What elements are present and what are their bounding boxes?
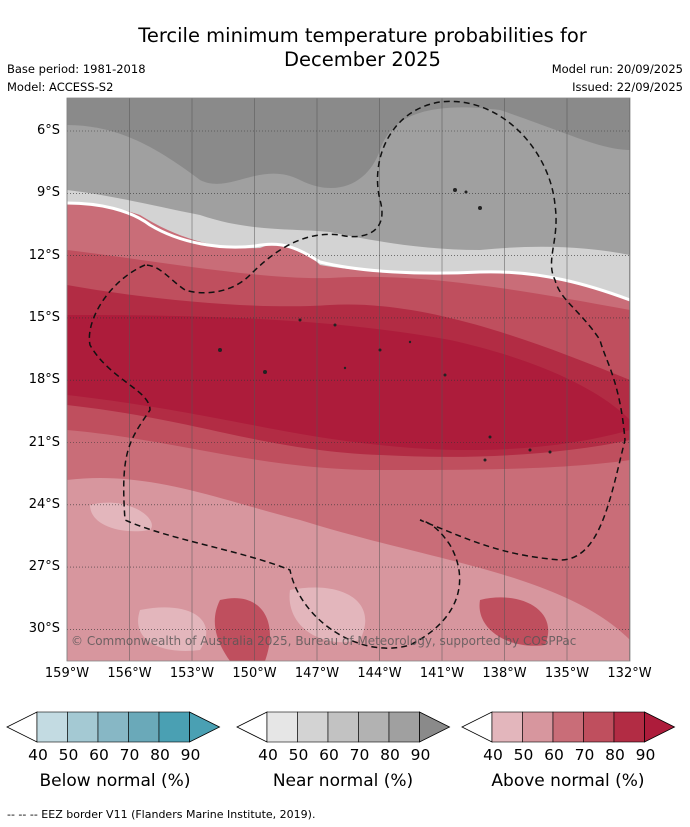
lon-label: 147°W xyxy=(294,666,340,681)
meta-left: Base period: 1981-2018 Model: ACCESS-S2 xyxy=(7,60,146,96)
above-segment xyxy=(552,711,584,743)
lon-label: 141°W xyxy=(419,666,465,681)
colorbar-tick: 80 xyxy=(605,746,625,764)
eez-dashed-path xyxy=(88,100,626,649)
lat-label: 12°S xyxy=(28,247,60,263)
lat-label: 27°S xyxy=(28,559,60,575)
eez-footnote: -- -- -- EEZ border V11 (Flanders Marine… xyxy=(7,808,316,821)
near-70-region xyxy=(67,98,630,189)
above-segment xyxy=(491,711,523,743)
above-segment xyxy=(583,711,615,743)
colorbars xyxy=(6,711,676,743)
colorbar-tick: 40 xyxy=(28,746,48,764)
lat-label: 24°S xyxy=(28,496,60,512)
lat-label: 21°S xyxy=(28,434,60,450)
map-fill xyxy=(67,98,630,661)
below-left-extension xyxy=(6,711,38,743)
model-name: Model: ACCESS-S2 xyxy=(7,80,114,94)
near-right-extension xyxy=(419,711,451,743)
colorbar-tick: 40 xyxy=(483,746,503,764)
map-frame xyxy=(66,97,631,662)
lon-label: 156°W xyxy=(107,666,152,681)
lon-label: 135°W xyxy=(544,666,590,681)
lon-label: 144°W xyxy=(357,666,402,681)
near-segment xyxy=(297,711,329,743)
lat-label: 9°S xyxy=(36,185,60,201)
near-normal-colorbar xyxy=(236,711,451,743)
colorbar-tick: 80 xyxy=(380,746,400,764)
eez-border xyxy=(88,100,626,649)
below-right-extension xyxy=(189,711,221,743)
lat-label: 15°S xyxy=(28,309,60,325)
near-segment xyxy=(327,711,359,743)
colorbar-tick: 40 xyxy=(258,746,278,764)
chart-title: Tercile minimum temperature probabilitie… xyxy=(0,24,690,72)
lon-label: 159°W xyxy=(44,666,90,681)
near-segment xyxy=(388,711,420,743)
near-boundary-line xyxy=(67,201,630,302)
colorbar-tick: 90 xyxy=(410,746,431,764)
colorbar-tick: 60 xyxy=(319,746,339,764)
near-segment xyxy=(358,711,390,743)
below-segment xyxy=(128,711,160,743)
colorbar-tick: 50 xyxy=(58,746,79,764)
colorbar-tick: 70 xyxy=(574,746,595,764)
below-normal-label: Below normal (%) xyxy=(39,771,191,791)
colorbar-tick: 90 xyxy=(180,746,201,764)
colorbar-tick: 80 xyxy=(150,746,170,764)
below-normal-colorbar xyxy=(6,711,221,743)
above-segment xyxy=(613,711,645,743)
lon-label: 153°W xyxy=(169,666,215,681)
copyright-notice: © Commonwealth of Australia 2025, Bureau… xyxy=(71,634,577,648)
colorbar-tick: 60 xyxy=(89,746,109,764)
colorbar-tick: 90 xyxy=(635,746,656,764)
title-line-2: December 2025 xyxy=(284,48,441,71)
above-left-extension xyxy=(461,711,493,743)
above-40-patches xyxy=(90,502,366,651)
above-normal-colorbar xyxy=(461,711,676,743)
near-normal-label: Near normal (%) xyxy=(272,771,414,791)
below-segment xyxy=(67,711,99,743)
below-segment xyxy=(97,711,129,743)
colorbar-tick: 60 xyxy=(544,746,564,764)
near-segment xyxy=(266,711,298,743)
probability-map xyxy=(66,97,631,662)
lon-label: 150°W xyxy=(232,666,277,681)
lat-label: 18°S xyxy=(28,372,60,388)
above-90-region xyxy=(67,315,630,450)
above-segment xyxy=(522,711,554,743)
above-normal-label: Above normal (%) xyxy=(491,771,645,791)
above-right-extension xyxy=(644,711,676,743)
colorbar-tick: 50 xyxy=(513,746,534,764)
model-run: Model run: 20/09/2025 xyxy=(551,62,683,76)
islands xyxy=(218,188,552,462)
issued-date: Issued: 22/09/2025 xyxy=(572,80,683,94)
colorbar-tick: 70 xyxy=(119,746,140,764)
lon-label: 132°W xyxy=(607,666,652,681)
below-segment xyxy=(36,711,68,743)
title-line-1: Tercile minimum temperature probabilitie… xyxy=(138,24,587,47)
lat-label: 6°S xyxy=(36,123,60,138)
near-left-extension xyxy=(236,711,268,743)
colorbar-tick: 70 xyxy=(349,746,370,764)
below-segment xyxy=(158,711,190,743)
base-period: Base period: 1981-2018 xyxy=(7,62,146,76)
colorbar-tick: 50 xyxy=(288,746,309,764)
lon-label: 138°W xyxy=(482,666,527,681)
lat-label: 30°S xyxy=(28,621,60,637)
meta-right: Model run: 20/09/2025 Issued: 22/09/2025 xyxy=(552,60,683,96)
above-70-patches xyxy=(214,597,549,661)
